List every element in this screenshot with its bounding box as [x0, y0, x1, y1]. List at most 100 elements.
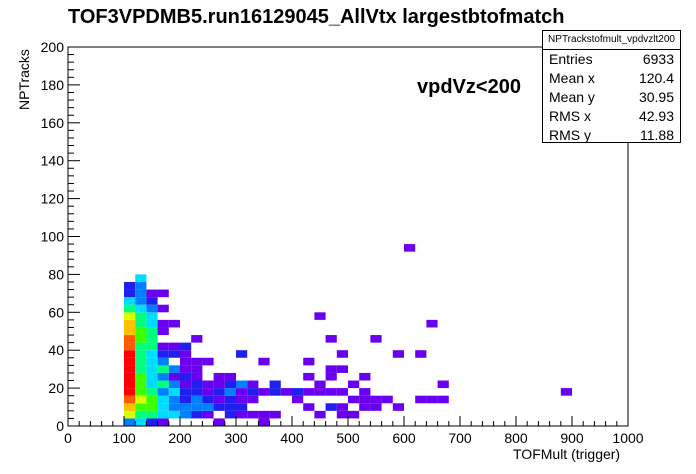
heatmap-cell	[258, 388, 270, 396]
heatmap-cell	[325, 335, 337, 343]
heatmap-cell	[236, 403, 248, 411]
heatmap-cell	[146, 312, 158, 320]
stats-row-rms-x: RMS x 42.93	[543, 107, 680, 126]
heatmap-cell	[392, 403, 404, 411]
heatmap-cell	[146, 304, 158, 313]
heatmap-cells	[124, 244, 572, 426]
heatmap-cell	[124, 319, 136, 328]
heatmap-cell	[157, 304, 169, 313]
heatmap-cell	[157, 350, 169, 358]
y-tick-label: 60	[48, 304, 64, 320]
heatmap-cell	[180, 388, 192, 396]
x-axis: 0 100 200 300 400 500 600 700 800 900 1000	[64, 416, 644, 446]
heatmap-cell	[269, 380, 281, 389]
heatmap-cell	[168, 319, 180, 328]
heatmap-cell	[303, 403, 315, 411]
y-tick-label: 120	[41, 191, 65, 207]
heatmap-cell	[157, 327, 169, 336]
heatmap-cell	[314, 388, 326, 396]
heatmap-cell	[191, 403, 203, 411]
heatmap-cell	[135, 289, 147, 298]
heatmap-cell	[336, 388, 348, 396]
heatmap-cell	[258, 357, 270, 366]
heatmap-cell	[135, 297, 147, 305]
heatmap-cell	[157, 357, 169, 366]
heatmap-cell	[292, 395, 304, 404]
heatmap-cell	[224, 388, 236, 396]
heatmap-cell	[157, 372, 169, 381]
heatmap-cell	[280, 388, 292, 396]
heatmap-cell	[258, 418, 270, 426]
heatmap-cell	[370, 335, 382, 343]
heatmap-cell	[370, 403, 382, 411]
heatmap-cell	[202, 395, 214, 404]
heatmap-cell	[359, 372, 371, 381]
heatmap-cell	[191, 388, 203, 396]
heatmap-cell	[180, 357, 192, 366]
y-tick-label: 20	[48, 380, 64, 396]
heatmap-cell	[180, 403, 192, 411]
heatmap-cell	[135, 304, 147, 313]
heatmap-cell	[247, 395, 259, 404]
x-tick-label: 300	[224, 430, 248, 446]
heatmap-cell	[191, 395, 203, 404]
heatmap-cell	[191, 410, 203, 419]
heatmap-cell	[157, 342, 169, 351]
heatmap-cell	[168, 350, 180, 358]
heatmap-cell	[135, 395, 147, 404]
heatmap-cell	[146, 410, 158, 419]
stats-row-mean-x: Mean x 120.4	[543, 69, 680, 88]
heatmap-cell	[247, 410, 259, 419]
heatmap-cell	[303, 357, 315, 366]
heatmap-cell	[135, 380, 147, 389]
heatmap-cell	[146, 342, 158, 351]
stats-row-mean-y: Mean y 30.95	[543, 88, 680, 107]
heatmap-cell	[336, 365, 348, 373]
heatmap-cell	[236, 410, 248, 419]
y-tick-label: 100	[41, 229, 65, 245]
heatmap-cell	[135, 319, 147, 328]
x-tick-label: 500	[336, 430, 360, 446]
heatmap-cell	[180, 395, 192, 404]
heatmap-cell	[247, 380, 259, 389]
heatmap-cell	[336, 410, 348, 419]
chart-title: TOF3VPDMB5.run16129045_AllVtx largestbto…	[68, 6, 565, 28]
heatmap-cell	[146, 388, 158, 396]
heatmap-cell	[157, 319, 169, 328]
heatmap-cell	[325, 365, 337, 373]
heatmap-cell	[325, 403, 337, 411]
heatmap-cell	[135, 281, 147, 290]
heatmap-cell	[168, 388, 180, 396]
heatmap-cell	[124, 281, 136, 290]
heatmap-cell	[191, 335, 203, 343]
heatmap-cell	[415, 350, 427, 358]
heatmap-cell	[336, 403, 348, 411]
heatmap-cell	[314, 410, 326, 419]
heatmap-cell	[146, 350, 158, 358]
heatmap-cell	[314, 380, 326, 389]
heatmap-cell	[191, 365, 203, 373]
heatmap-cell	[135, 312, 147, 320]
heatmap-cell	[146, 365, 158, 373]
heatmap-cell	[258, 410, 270, 419]
x-tick-label: 900	[560, 430, 584, 446]
heatmap-cell	[124, 410, 136, 419]
heatmap-cell	[135, 327, 147, 336]
stats-key: Entries	[549, 51, 593, 67]
heatmap-cell	[314, 312, 326, 320]
heatmap-cell	[168, 372, 180, 381]
heatmap-cell	[135, 372, 147, 381]
heatmap-cell	[426, 319, 438, 328]
stats-value: 42.93	[638, 108, 674, 124]
heatmap-cell	[269, 388, 281, 396]
y-tick-label: 80	[48, 266, 64, 282]
heatmap-cell	[213, 403, 225, 411]
heatmap-cell	[437, 380, 449, 389]
heatmap-cell	[224, 372, 236, 381]
heatmap-cell	[135, 357, 147, 366]
x-tick-label: 400	[280, 430, 304, 446]
heatmap-cell	[180, 372, 192, 381]
stats-key: RMS x	[549, 108, 591, 124]
heatmap-cell	[157, 403, 169, 411]
